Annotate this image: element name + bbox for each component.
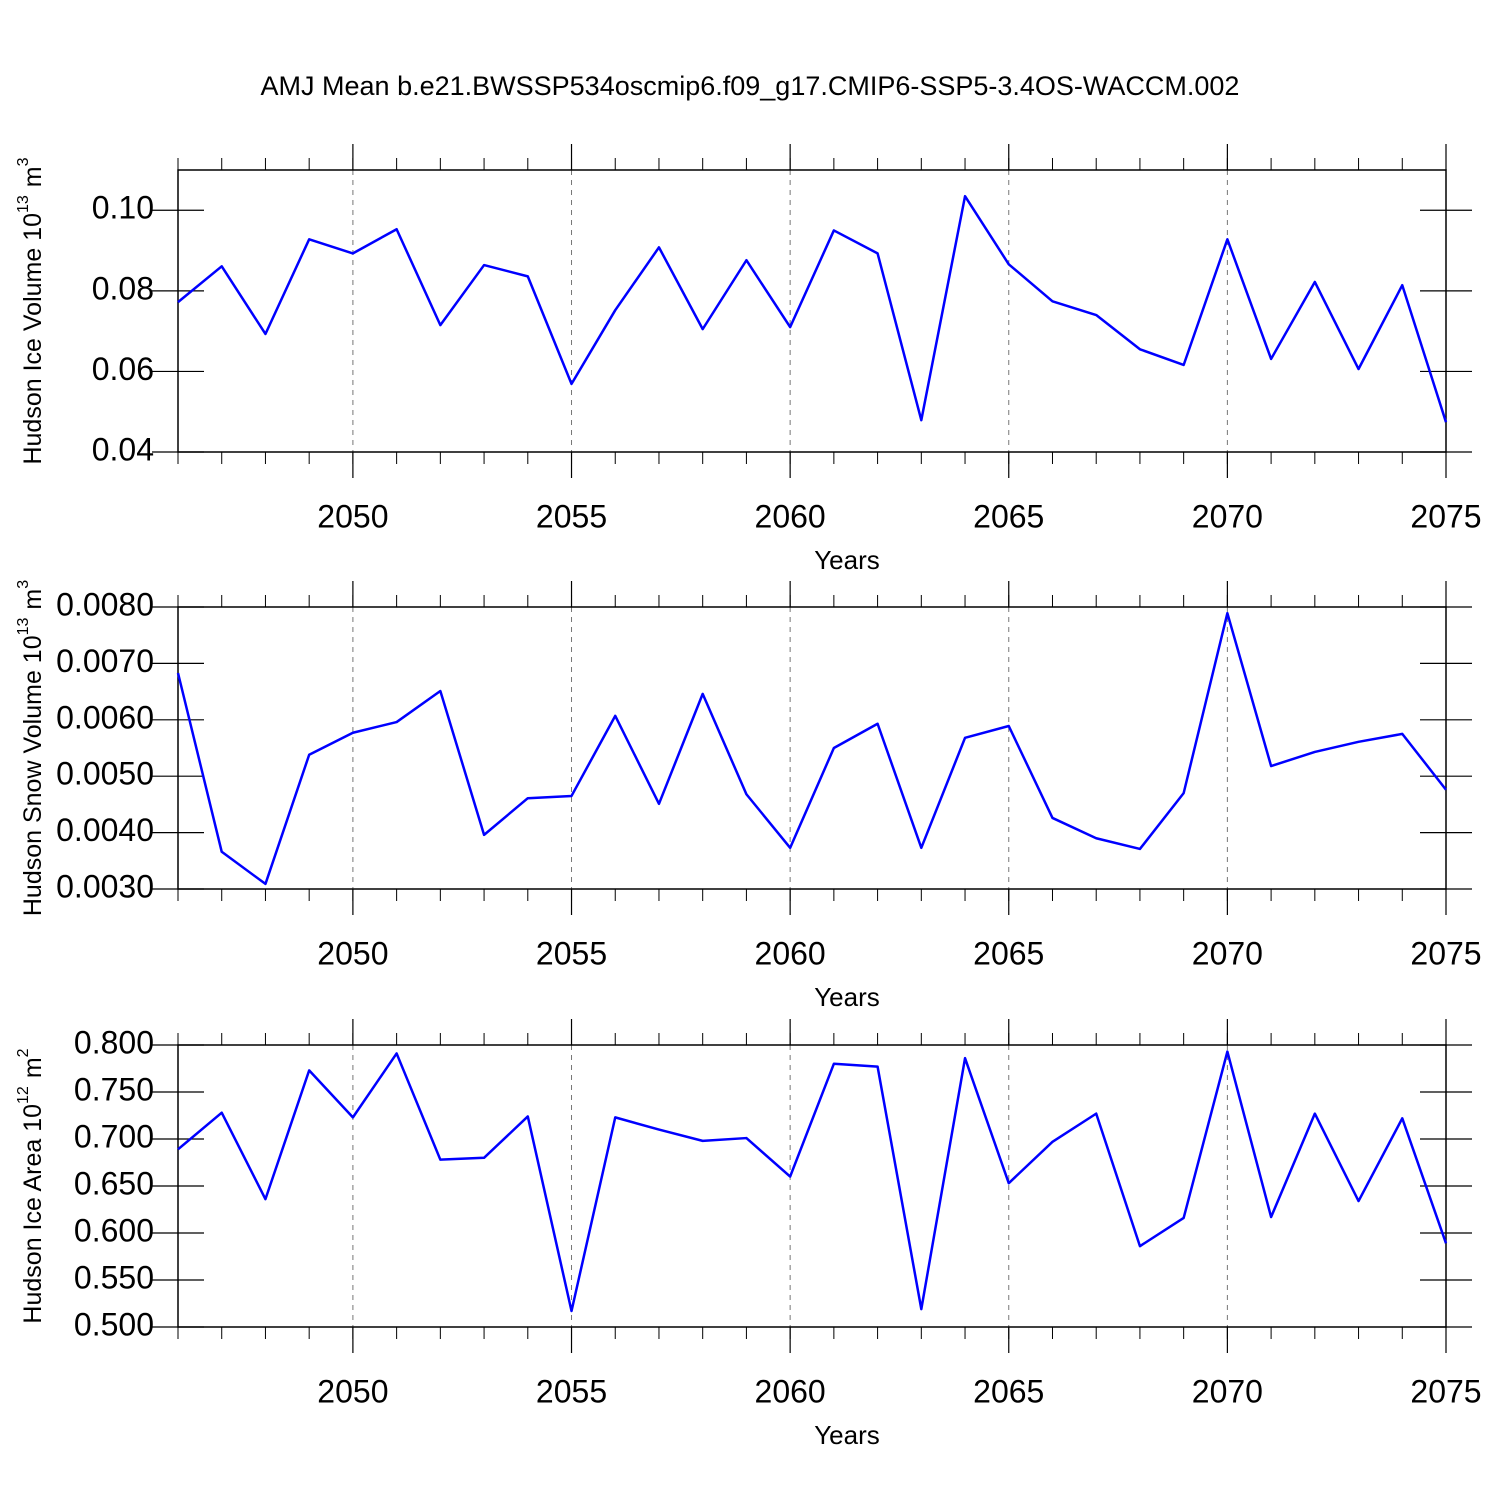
y-tick-label: 0.0050 — [56, 756, 154, 792]
data-line — [177, 1050, 1448, 1313]
y-tick-label: 0.06 — [92, 351, 154, 387]
y-axis-label-part: 3 — [15, 580, 32, 589]
x-tick-label: 2050 — [317, 1373, 388, 1409]
y-tick-label: 0.0040 — [56, 812, 154, 848]
y-tick-label: 0.04 — [92, 431, 154, 467]
y-axis-label-part: Hudson Snow Volume 10 — [19, 635, 47, 916]
x-tick-label: 2070 — [1192, 498, 1263, 534]
chart-title: AMJ Mean b.e21.BWSSP534oscmip6.f09_g17.C… — [261, 71, 1240, 101]
x-tick-label: 2050 — [317, 498, 388, 534]
data-line — [176, 611, 1447, 886]
y-axis-label: Hudson Ice Area 1012 m2 — [15, 1048, 46, 1323]
x-tick-label: 2050 — [317, 935, 388, 971]
x-tick-label: 2065 — [973, 935, 1044, 971]
y-tick-label: 0.0030 — [56, 868, 154, 904]
x-tick-label: 2075 — [1410, 498, 1481, 534]
y-tick-label: 0.500 — [74, 1306, 154, 1342]
plot-frame — [177, 606, 1447, 890]
x-tick-label: 2060 — [755, 498, 826, 534]
y-tick-label: 0.600 — [74, 1212, 154, 1248]
y-tick-label: 0.800 — [74, 1024, 154, 1060]
y-tick-label: 0.10 — [92, 190, 154, 226]
x-tick-label: 2055 — [536, 935, 607, 971]
x-axis-label: Years — [814, 1420, 880, 1450]
x-tick-label: 2055 — [536, 498, 607, 534]
y-axis-label-part: 2 — [15, 1048, 32, 1057]
y-axis-label: Hudson Snow Volume 1013 m3 — [15, 580, 46, 916]
x-axis-label: Years — [814, 545, 880, 575]
x-tick-label: 2065 — [973, 498, 1044, 534]
x-tick-label: 2075 — [1410, 935, 1481, 971]
y-axis-label-part: 13 — [15, 617, 32, 635]
plot-frame — [177, 169, 1447, 453]
y-tick-label: 0.700 — [74, 1118, 154, 1154]
y-tick-label: 0.0060 — [56, 699, 154, 735]
x-tick-label: 2060 — [755, 1373, 826, 1409]
x-axis-label: Years — [814, 982, 880, 1012]
y-tick-label: 0.750 — [74, 1071, 154, 1107]
x-tick-label: 2075 — [1410, 1373, 1481, 1409]
plot-frame — [177, 1044, 1447, 1328]
y-tick-label: 0.550 — [74, 1259, 154, 1295]
x-tick-label: 2065 — [973, 1373, 1044, 1409]
x-tick-label: 2070 — [1192, 1373, 1263, 1409]
y-tick-label: 0.650 — [74, 1165, 154, 1201]
y-axis-label-part: Hudson Ice Area 10 — [19, 1104, 47, 1324]
y-axis-label: Hudson Ice Volume 1013 m3 — [15, 157, 46, 464]
x-tick-label: 2060 — [755, 935, 826, 971]
y-axis-label-part: 13 — [15, 195, 32, 213]
y-axis-label-part: m — [19, 166, 47, 187]
y-axis-label-part: 12 — [15, 1086, 32, 1104]
data-line — [177, 194, 1448, 423]
y-tick-label: 0.0070 — [56, 643, 154, 679]
y-tick-label: 0.0080 — [56, 586, 154, 622]
y-tick-label: 0.08 — [92, 270, 154, 306]
x-tick-label: 2070 — [1192, 935, 1263, 971]
y-axis-label-part: m — [19, 589, 47, 610]
y-axis-label-part: Hudson Ice Volume 10 — [19, 213, 47, 465]
x-tick-label: 2055 — [536, 1373, 607, 1409]
y-axis-label-part: m — [19, 1057, 47, 1078]
y-axis-label-part: 3 — [15, 157, 32, 166]
